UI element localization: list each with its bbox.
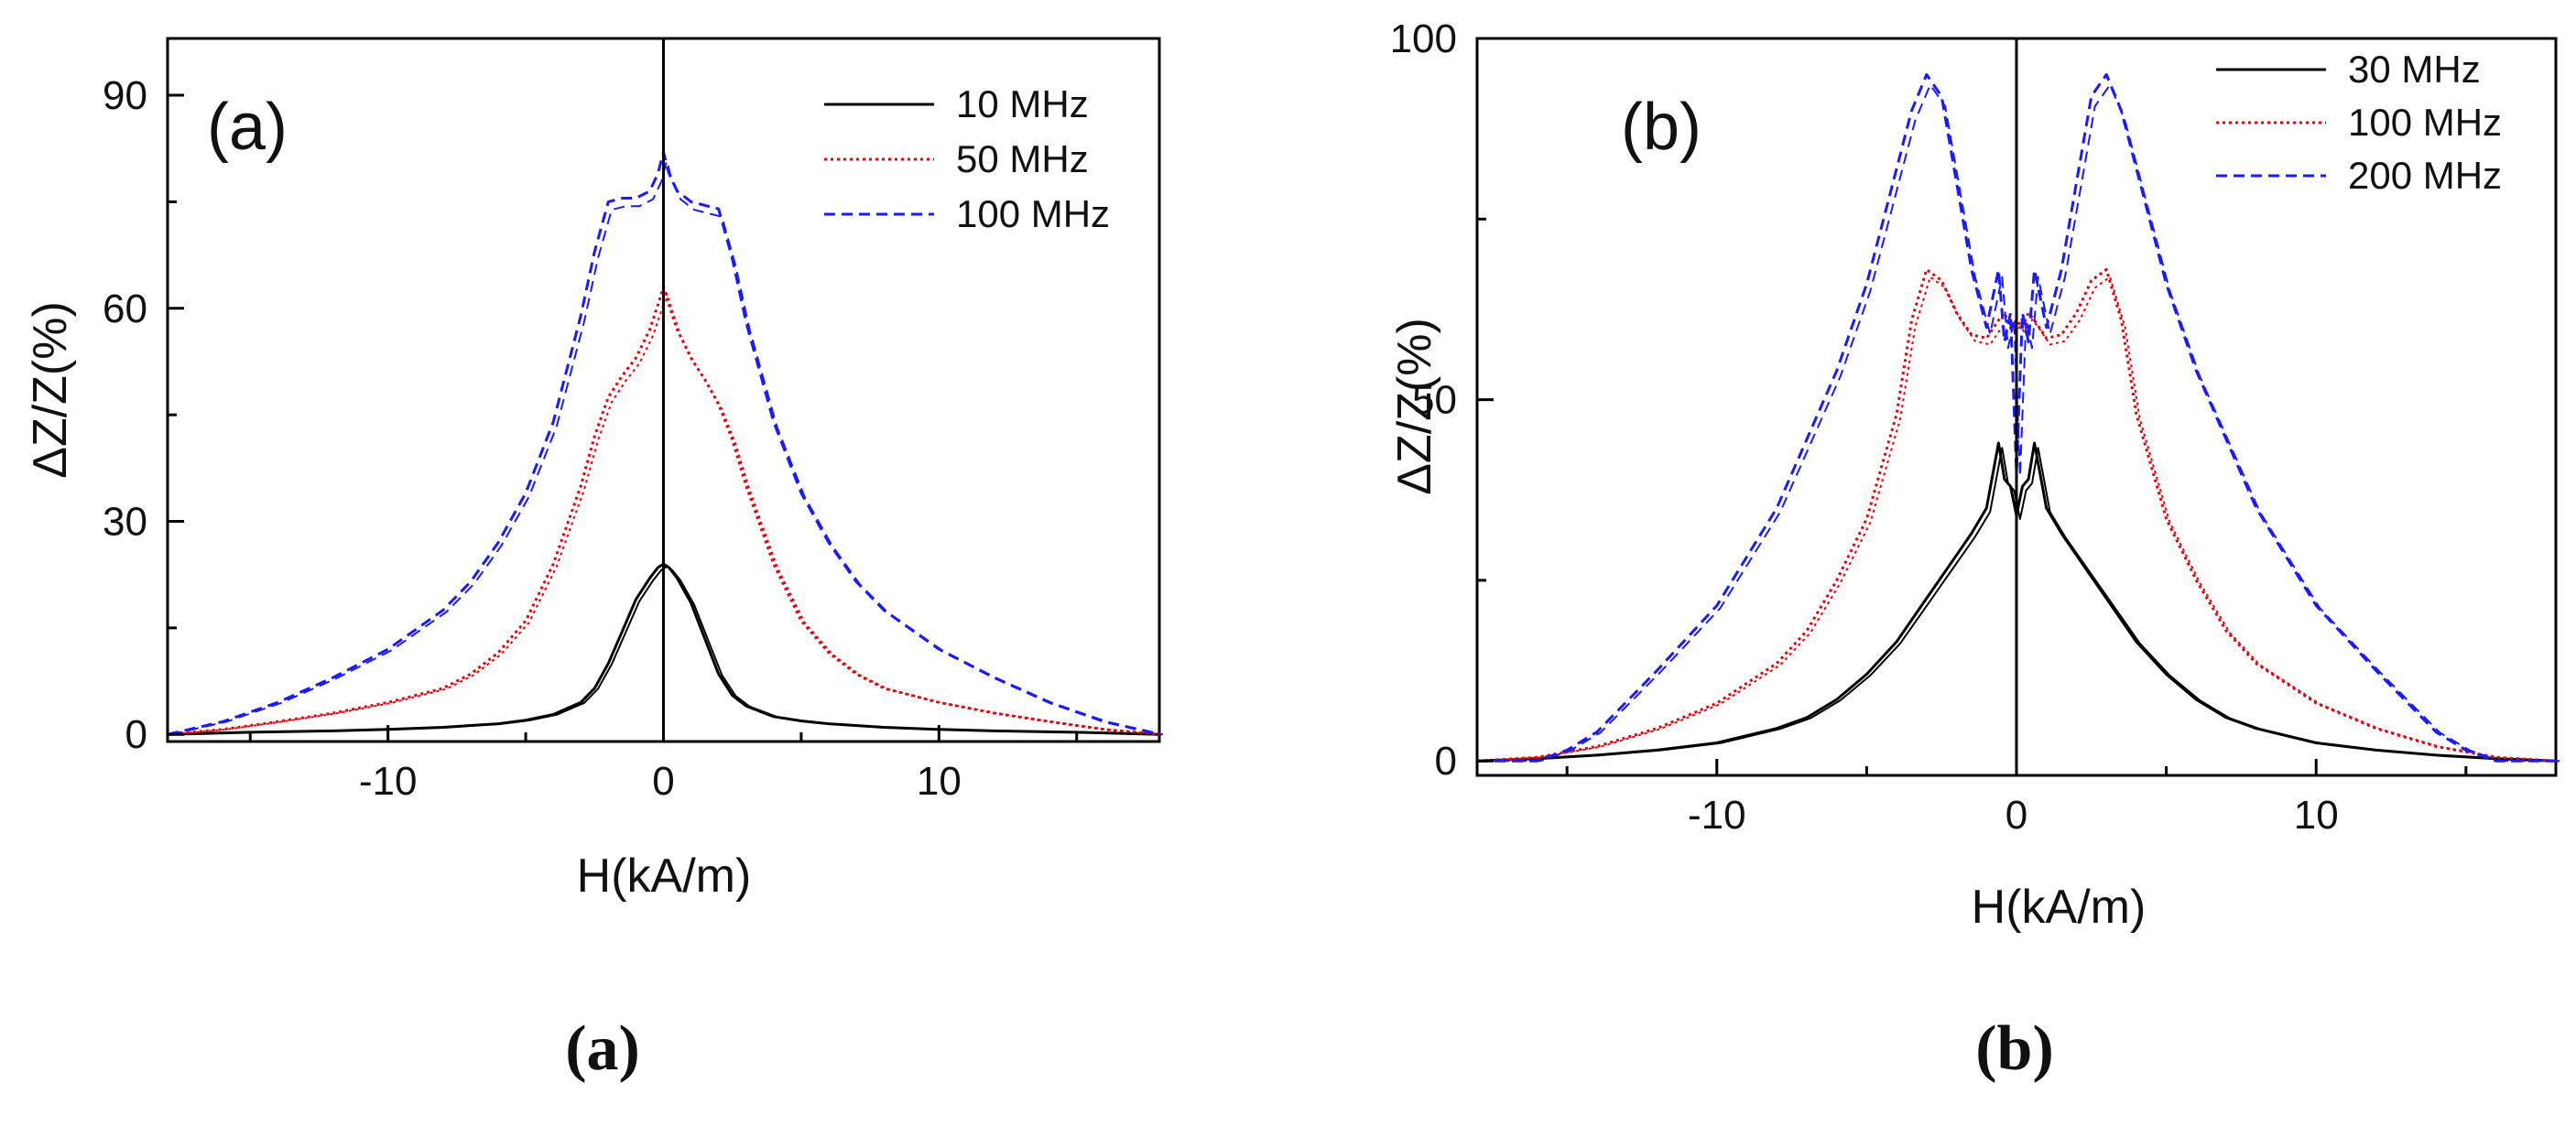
panel-label: (b) <box>1621 91 1701 164</box>
series-line-2-branch <box>170 292 1163 736</box>
y-tick-label: 0 <box>125 712 147 757</box>
legend-label: 100 MHz <box>2348 101 2502 144</box>
y-tick-label: 30 <box>103 500 147 545</box>
x-tick-label: 0 <box>652 759 674 804</box>
panel-label: (a) <box>207 91 288 164</box>
y-tick-label: 100 <box>1390 16 1457 61</box>
x-tick-label: 0 <box>2005 793 2027 838</box>
y-tick-label: 50 <box>1412 378 1457 423</box>
x-tick-label: -10 <box>1688 793 1746 838</box>
y-tick-label: 0 <box>1435 739 1457 784</box>
y-axis-label: ΔZ/Z(%) <box>1388 318 1441 495</box>
legend-label: 200 MHz <box>2348 154 2502 197</box>
series-line-3 <box>1477 73 2556 763</box>
series-line-1-branch <box>1480 447 2560 763</box>
legend-label: 10 MHz <box>956 82 1089 125</box>
series-line-2-branch <box>1480 276 2560 763</box>
y-tick-label: 90 <box>103 73 147 118</box>
series-line-2 <box>1476 268 2557 763</box>
x-tick-label: 10 <box>917 759 962 804</box>
series-line-3-branch <box>1480 83 2560 763</box>
x-tick-label: 10 <box>2294 793 2339 838</box>
chart-panel-a: -10 0 10 0 30 60 90 10 MHz 50 MHz 100 MHz (a) H(… <box>24 37 1163 1084</box>
x-axis-label: H(kA/m) <box>577 850 752 903</box>
x-tick-label: -10 <box>359 759 418 804</box>
figure-caption: (a) <box>565 1013 640 1084</box>
legend-label: 30 MHz <box>2348 48 2481 91</box>
series-line-1-branch <box>170 565 1163 736</box>
figure-caption: (b) <box>1975 1013 2054 1084</box>
legend-label: 100 MHz <box>956 192 1110 235</box>
x-axis-label: H(kA/m) <box>1972 881 2147 934</box>
y-tick-label: 60 <box>103 287 147 331</box>
y-axis-label: ΔZ/Z(%) <box>24 301 77 479</box>
legend-label: 50 MHz <box>956 137 1089 180</box>
series-line-3-branch <box>170 159 1163 736</box>
